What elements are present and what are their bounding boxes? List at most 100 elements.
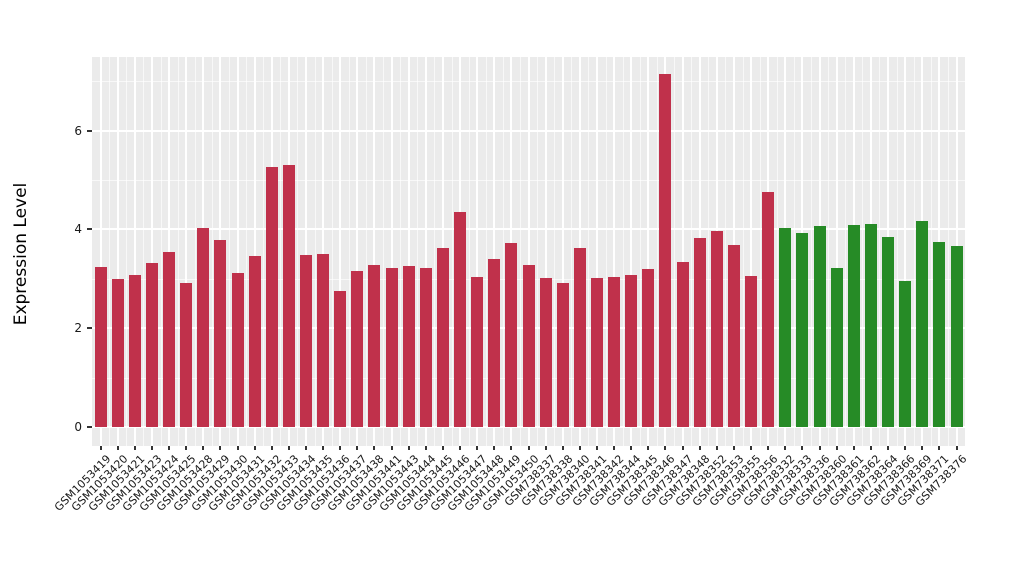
y-tick-label: 4	[74, 222, 82, 237]
gridline-v-major	[904, 57, 907, 446]
gridline-v-minor	[194, 57, 196, 446]
bar	[180, 283, 193, 427]
x-axis-tick	[219, 446, 222, 450]
y-axis-tick	[87, 426, 92, 428]
x-axis-tick	[236, 446, 239, 450]
gridline-v-minor	[947, 57, 949, 446]
x-axis-tick	[322, 446, 325, 450]
gridline-v-minor	[674, 57, 676, 446]
gridline-v-minor	[845, 57, 847, 446]
gridline-v-major	[544, 57, 547, 446]
x-axis-tick	[441, 446, 444, 450]
gridline-v-minor	[211, 57, 213, 446]
gridline-v-major	[373, 57, 376, 446]
x-axis-tick	[424, 446, 427, 450]
gridline-v-major	[681, 57, 684, 446]
gridline-v-minor	[485, 57, 487, 446]
bar	[642, 269, 655, 427]
gridline-v-minor	[793, 57, 795, 446]
gridline-v-minor	[177, 57, 179, 446]
gridline-v-major	[476, 57, 479, 446]
x-axis-tick	[887, 446, 890, 450]
gridline-v-minor	[263, 57, 265, 446]
bar	[573, 248, 586, 427]
x-axis-tick	[287, 446, 290, 450]
x-axis-tick	[681, 446, 684, 450]
gridline-v-minor	[297, 57, 299, 446]
x-axis-tick	[493, 446, 496, 450]
bar	[745, 275, 758, 427]
bar	[950, 246, 963, 427]
bar	[214, 239, 227, 427]
bar	[471, 276, 484, 427]
bar	[231, 273, 244, 427]
gridline-v-minor	[913, 57, 915, 446]
bar	[265, 166, 278, 427]
y-tick-label: 0	[74, 420, 82, 434]
x-axis-tick	[664, 446, 667, 450]
x-axis-tick	[732, 446, 735, 450]
bar	[436, 247, 449, 427]
x-axis-tick	[784, 446, 787, 450]
y-tick-label: 6	[74, 123, 82, 138]
bar	[111, 278, 124, 427]
gridline-v-minor	[519, 57, 521, 446]
x-axis-tick	[305, 446, 308, 450]
gridline-v-major	[596, 57, 599, 446]
x-axis-tick	[921, 446, 924, 450]
x-axis-tick	[99, 446, 102, 450]
gridline-v-minor	[451, 57, 453, 446]
bar	[796, 232, 809, 427]
bar	[505, 243, 518, 427]
x-axis-tick	[185, 446, 188, 450]
gridline-v-minor	[417, 57, 419, 446]
gridline-v-minor	[160, 57, 162, 446]
gridline-v-minor	[400, 57, 402, 446]
x-axis-tick	[715, 446, 718, 450]
x-axis-tick	[168, 446, 171, 450]
x-axis-tick	[938, 446, 941, 450]
gridline-v-major	[99, 57, 102, 446]
bar	[556, 282, 569, 427]
bar	[933, 241, 946, 427]
bar	[368, 265, 381, 427]
x-axis-tick	[270, 446, 273, 450]
gridline-v-major	[305, 57, 308, 446]
bar	[608, 276, 621, 427]
gridline-v-minor	[776, 57, 778, 446]
bar	[779, 227, 792, 427]
bar	[197, 228, 210, 427]
gridline-v-minor	[571, 57, 573, 446]
gridline-v-major	[424, 57, 427, 446]
y-tick-label: 2	[74, 321, 82, 336]
x-axis-tick	[407, 446, 410, 450]
bar	[710, 230, 723, 427]
gridline-v-minor	[143, 57, 145, 446]
bar	[334, 291, 347, 427]
bar	[676, 262, 689, 427]
gridline-v-minor	[639, 57, 641, 446]
gridline-v-major	[407, 57, 410, 446]
bar	[625, 274, 638, 427]
bar	[488, 259, 501, 427]
x-axis-tick	[510, 446, 513, 450]
x-axis-tick	[869, 446, 872, 450]
x-axis-tick	[578, 446, 581, 450]
gridline-v-minor	[656, 57, 658, 446]
gridline-v-major	[390, 57, 393, 446]
bar	[419, 268, 432, 427]
gridline-v-minor	[810, 57, 812, 446]
x-axis-tick	[596, 446, 599, 450]
gridline-v-minor	[348, 57, 350, 446]
bar	[522, 264, 535, 427]
plot-area	[92, 57, 965, 446]
x-axis-tick	[630, 446, 633, 450]
x-axis-tick	[116, 446, 119, 450]
bar	[864, 223, 877, 427]
gridline-v-major	[613, 57, 616, 446]
x-axis-tick	[904, 446, 907, 450]
gridline-v-major	[561, 57, 564, 446]
gridline-v-minor	[537, 57, 539, 446]
gridline-v-major	[527, 57, 530, 446]
bar	[882, 236, 895, 427]
